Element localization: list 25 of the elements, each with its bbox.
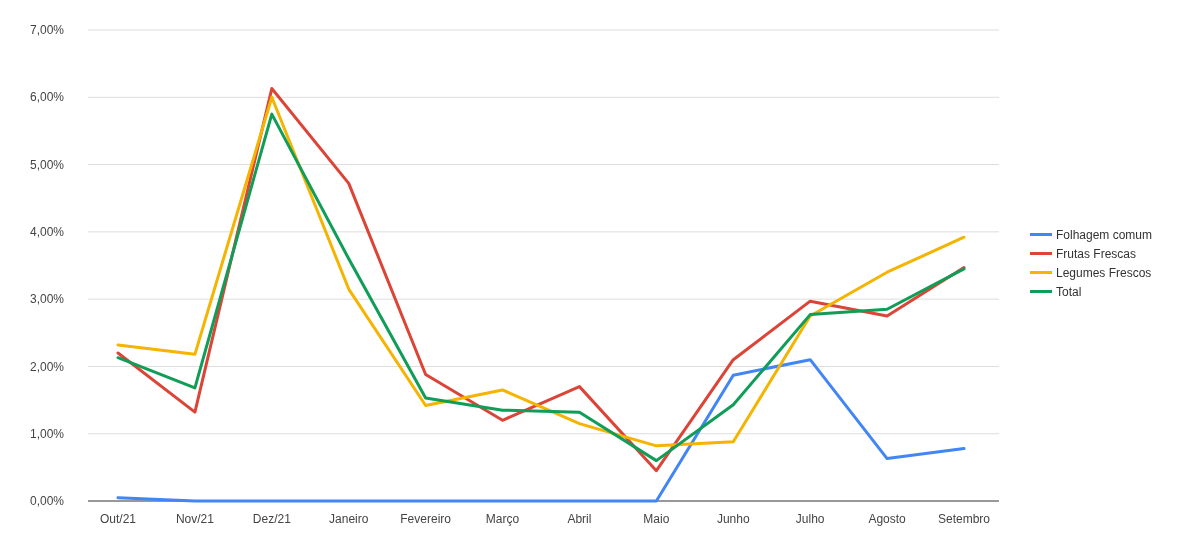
x-tick-label: Dez/21	[252, 512, 292, 526]
y-tick-label: 4,00%	[29, 225, 65, 240]
x-tick-label: Agosto	[868, 512, 907, 526]
x-tick-label: Março	[485, 512, 520, 526]
y-tick-label: 5,00%	[29, 157, 65, 172]
legend-label: Legumes Frescos	[1056, 265, 1152, 280]
x-tick-label: Julho	[795, 512, 825, 526]
y-tick-label: 6,00%	[29, 90, 65, 105]
y-tick-label: 7,00%	[29, 23, 65, 38]
x-tick-label: Abril	[567, 512, 592, 526]
x-tick-label: Maio	[643, 512, 670, 526]
line-series	[116, 358, 966, 503]
legend-label: Folhagem comum	[1056, 227, 1153, 242]
x-tick-label: Janeiro	[329, 512, 369, 526]
x-tick-label: Setembro	[937, 512, 991, 526]
y-tick-label: 0,00%	[29, 494, 65, 509]
legend-label: Frutas Frescas	[1056, 246, 1137, 261]
x-tick-label: Fevereiro	[400, 512, 452, 526]
y-tick-label: 3,00%	[29, 292, 65, 307]
y-tick-label: 2,00%	[29, 359, 65, 374]
x-tick-label: Nov/21	[175, 512, 215, 526]
x-tick-label: Out/21	[99, 512, 137, 526]
y-tick-label: 1,00%	[29, 426, 65, 441]
legend-label: Total	[1056, 284, 1082, 299]
x-tick-label: Junho	[716, 512, 750, 526]
